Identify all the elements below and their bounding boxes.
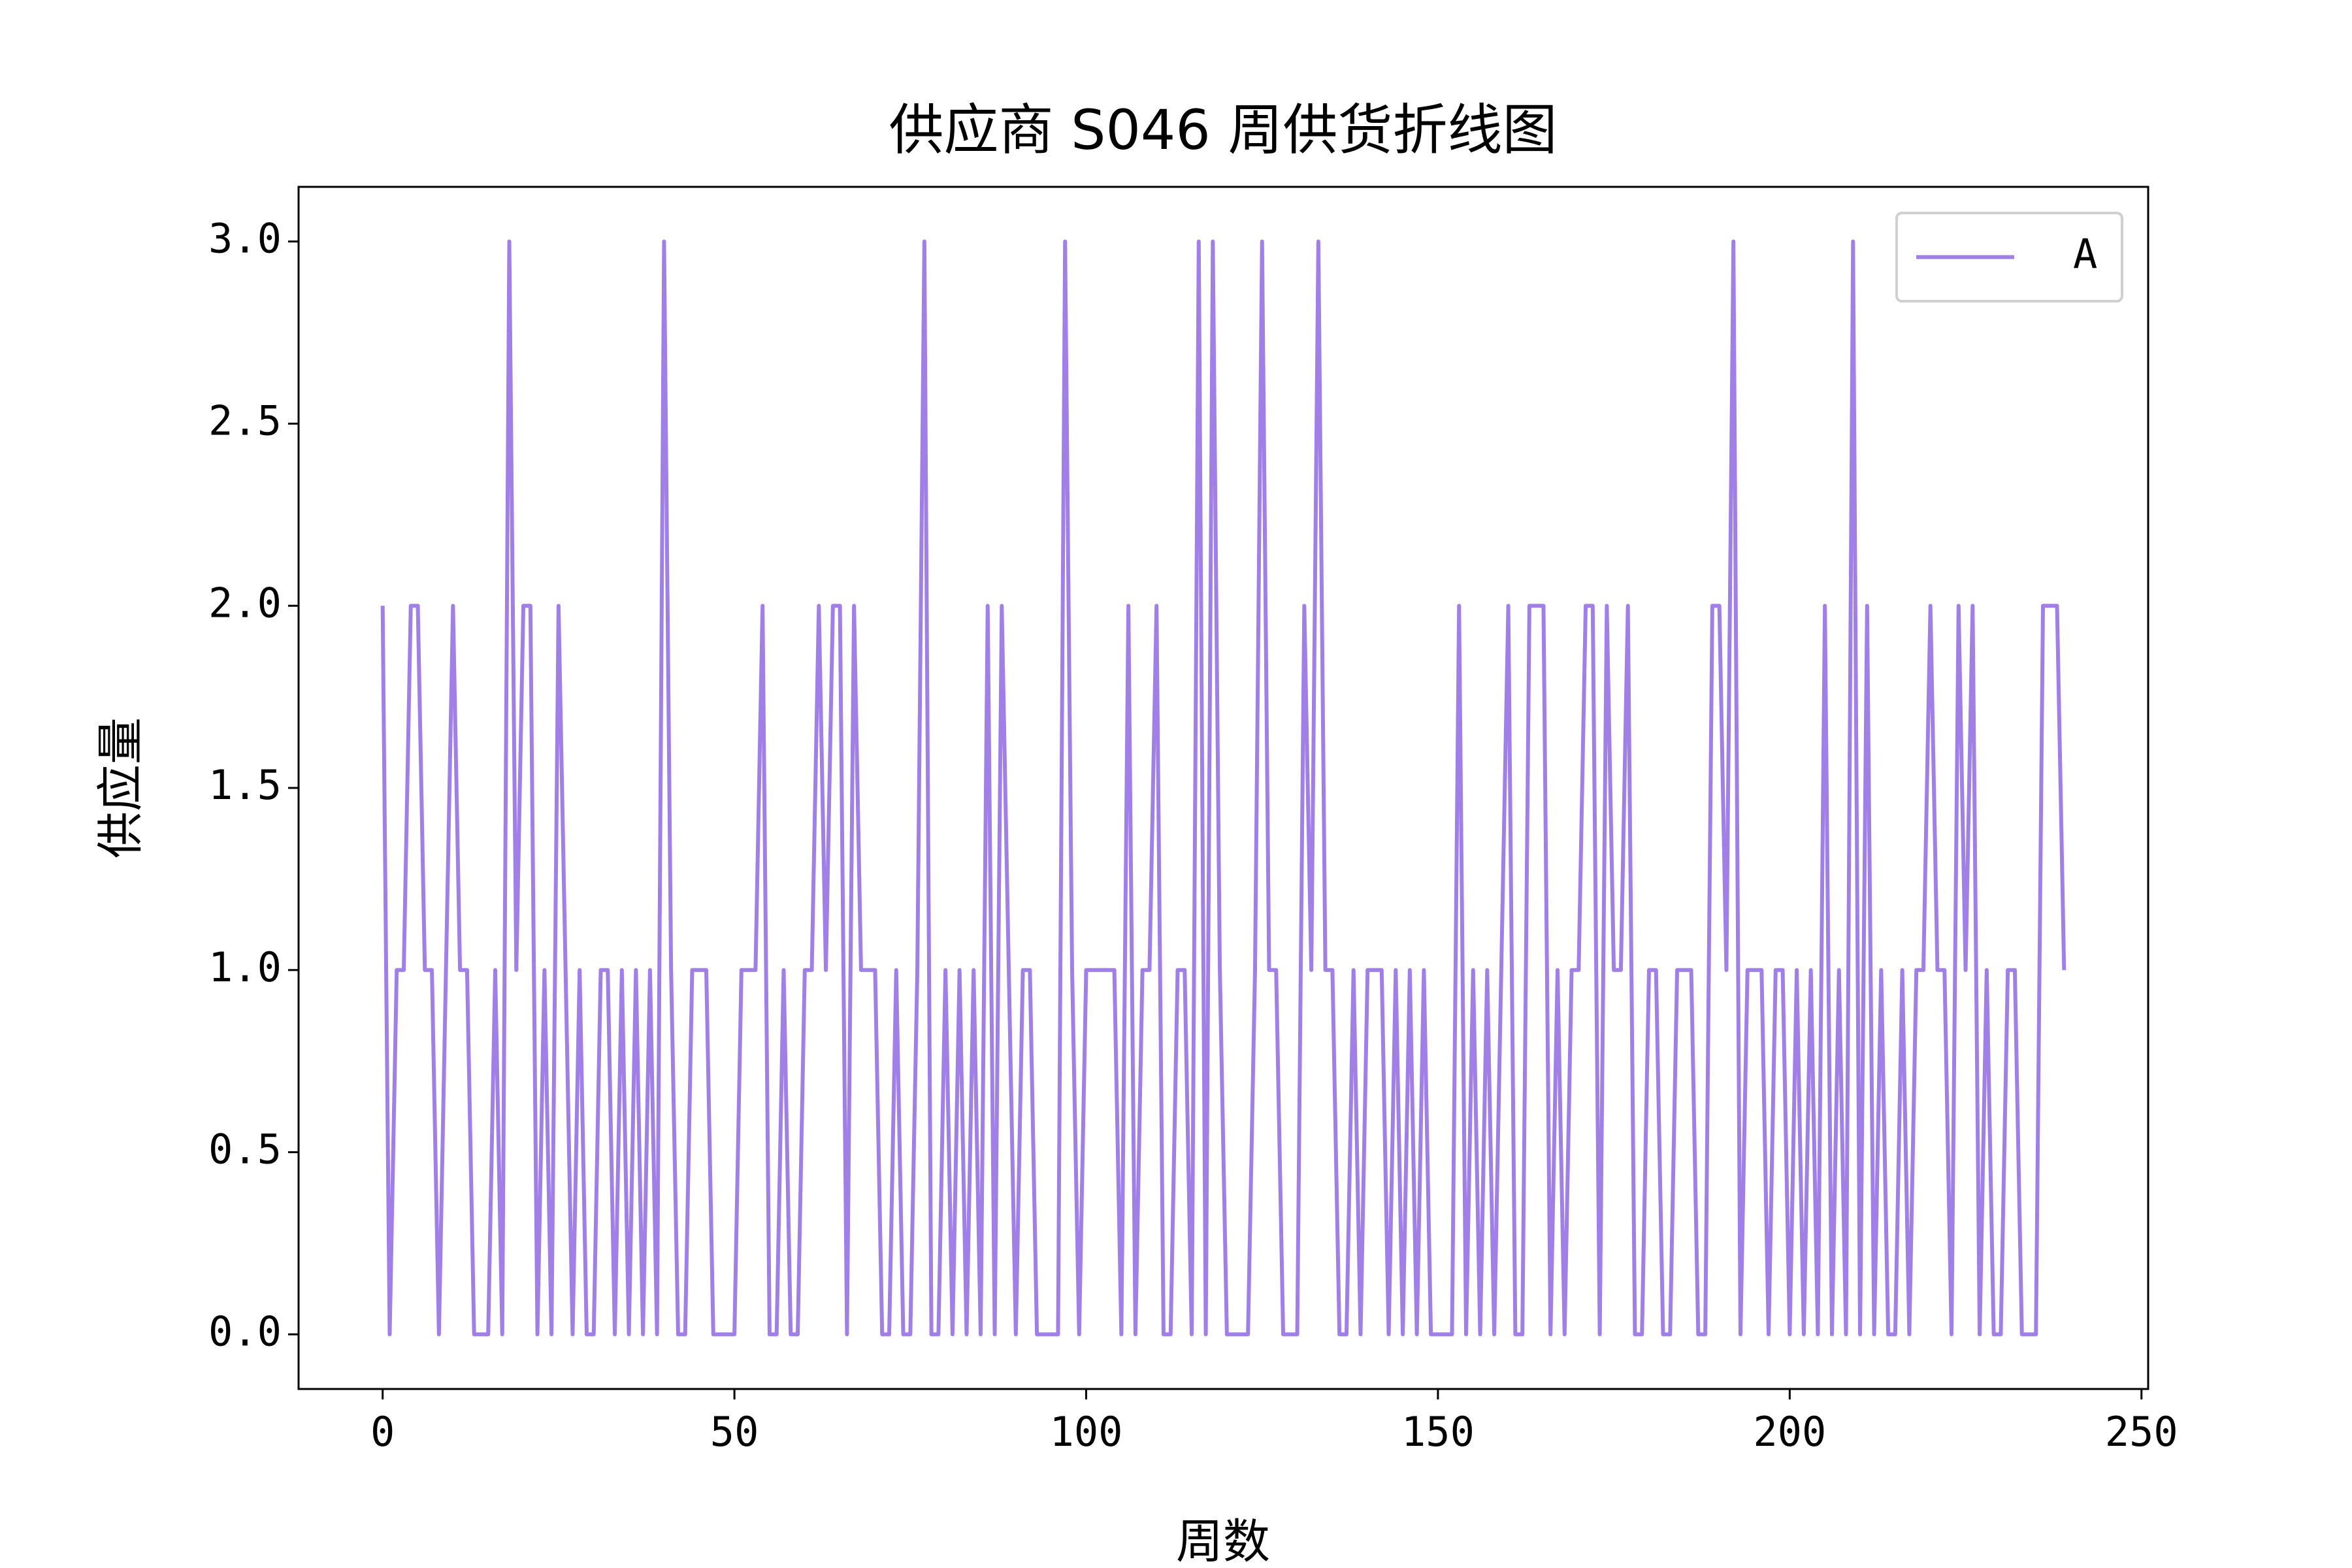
y-tick-label: 1.0 [208, 943, 282, 991]
plot-frame [297, 186, 2149, 1390]
x-tick-label: 200 [1753, 1408, 1826, 1456]
y-tick-label: 0.5 [208, 1126, 282, 1173]
y-tick-label: 2.5 [208, 397, 282, 445]
line-series [380, 239, 2066, 1337]
x-tick-label: 0 [370, 1408, 395, 1456]
y-tick-label: 1.5 [208, 761, 282, 809]
y-tick-label: 3.0 [208, 215, 282, 263]
y-axis-label: 供应量 [93, 717, 148, 858]
x-tick-label: 150 [1401, 1408, 1475, 1456]
x-tick-label: 250 [2105, 1408, 2178, 1456]
x-tick-label: 50 [710, 1408, 759, 1456]
x-tick-label: 100 [1050, 1408, 1123, 1456]
chart-title: 供应商 S046 周供货折线图 [889, 98, 1557, 162]
y-tick-label: 2.0 [208, 579, 282, 627]
y-tick-label: 0.0 [208, 1307, 282, 1355]
legend-label: A [2073, 231, 2097, 278]
x-axis-label: 周数 [1176, 1514, 1270, 1568]
